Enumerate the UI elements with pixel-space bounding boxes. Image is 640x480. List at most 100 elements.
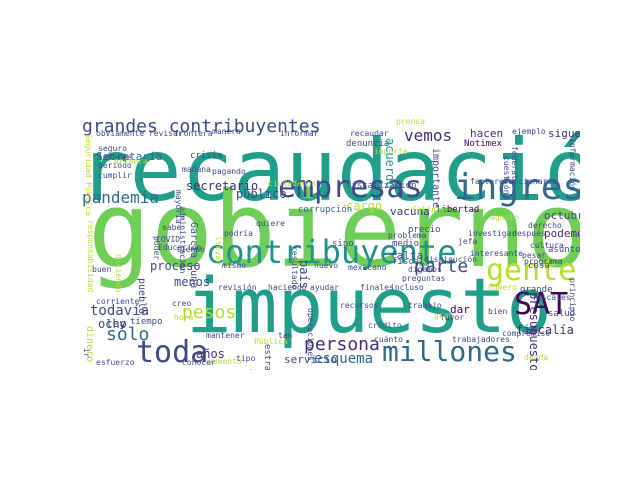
cloud-word: pandemia [82, 188, 160, 207]
cloud-word: millones [382, 335, 517, 368]
cloud-word: haciendo [268, 283, 307, 292]
cloud-word: ir [82, 348, 91, 358]
cloud-word: jefa [458, 237, 478, 246]
cloud-word: cuánto [374, 335, 403, 344]
cloud-word: años [196, 347, 225, 361]
cloud-word: importe [374, 147, 408, 156]
cloud-word: crédito [368, 321, 402, 330]
cloud-word: ciudadanos [268, 179, 317, 188]
word-cloud: recaudacióngobiernoimpuesto ingreso contri… [78, 118, 580, 370]
cloud-word: podría [224, 229, 253, 238]
cloud-word: crisis [190, 151, 223, 161]
cloud-word: mantener [206, 331, 245, 340]
cloud-word: esquema [314, 351, 374, 367]
cloud-word: García Luna [188, 222, 199, 289]
cloud-word: finales [360, 283, 394, 292]
cloud-word: ingreso [454, 167, 580, 208]
cloud-word: informe [98, 153, 132, 162]
cloud-word: revisión [218, 283, 257, 292]
cloud-word: dar [450, 303, 470, 316]
cloud-word: hacen [470, 127, 504, 140]
cloud-word: incluso [390, 283, 424, 292]
cloud-word: importante [430, 148, 441, 209]
cloud-word: impuesto [186, 261, 553, 350]
cloud-word: pesar [522, 251, 547, 260]
cloud-word: tipo [236, 354, 256, 363]
cloud-word: tiempo [130, 317, 163, 327]
cloud-word: mayoría [174, 190, 183, 224]
cloud-word: pesos [182, 302, 237, 323]
cloud-word: cosa [528, 261, 550, 271]
cloud-word: corriente [96, 297, 140, 306]
cloud-word: salud [548, 309, 576, 319]
cloud-word: toda [136, 335, 209, 370]
cloud-word: servicio [284, 353, 337, 366]
cloud-word: contribuyente [206, 233, 457, 271]
cloud-word: buen [92, 265, 112, 274]
cloud-word: poder [152, 236, 161, 261]
cloud-word: mañana [182, 165, 211, 174]
cloud-word: secretario [186, 179, 259, 193]
cloud-word: denuncia [346, 139, 390, 149]
cloud-word: interesante [470, 249, 523, 258]
cloud-word: quiere [256, 219, 285, 228]
cloud-word: tiempo [176, 245, 205, 254]
cloud-word: problema [388, 231, 427, 240]
cloud-word: Secretaría [96, 150, 163, 163]
cloud-word: corrupción [298, 205, 353, 215]
cloud-word: parte [414, 256, 469, 277]
cloud-word: nuevo [314, 261, 339, 270]
cloud-word: funcionario [504, 177, 557, 186]
cloud-word: ley [106, 317, 126, 330]
cloud-word: deuda [524, 353, 549, 362]
cloud-word: sólo [106, 324, 150, 345]
cloud-word: cargo [346, 199, 383, 213]
cloud-word: grandes contribuyentes [82, 118, 321, 137]
cloud-word: disminución [424, 255, 477, 264]
cloud-word: hora [174, 313, 194, 322]
cloud-word: libertad [436, 205, 480, 215]
cloud-word: empresas [278, 170, 423, 205]
cloud-word: mismo [222, 261, 247, 270]
cloud-word: favor [440, 313, 465, 322]
cloud-word: falta [390, 249, 424, 262]
cloud-word: dígamos [408, 265, 442, 274]
cloud-word: recaudar [350, 129, 389, 138]
cloud-word: frontera [174, 129, 213, 138]
cloud-word: recaudación [78, 121, 580, 221]
cloud-word: proceso [150, 259, 201, 273]
cloud-word: fiscalía [516, 323, 574, 337]
cloud-word: sabe [162, 223, 182, 232]
cloud-word: información [568, 138, 577, 191]
cloud-word: persona [304, 334, 380, 355]
cloud-word: público [236, 187, 287, 201]
cloud-word: estrategia [262, 344, 272, 370]
cloud-word: vemos [404, 126, 453, 145]
cloud-word: llevar [214, 236, 223, 265]
cloud-word: Pública [254, 337, 288, 346]
cloud-word: informar [280, 129, 319, 138]
cloud-word: menos [174, 275, 211, 289]
cloud-word: creo [172, 299, 192, 308]
cloud-word: SAT [514, 287, 569, 322]
cloud-word: bien [488, 307, 508, 316]
cloud-word: tan [278, 331, 293, 340]
cloud-word: medio [392, 239, 420, 249]
cloud-word: podemos [544, 227, 580, 240]
cloud-word: compromiso [502, 329, 551, 338]
cloud-word: cuestión [502, 156, 511, 195]
cloud-word: vacuna [390, 205, 430, 218]
cloud-word: seguro [98, 144, 127, 153]
cloud-word: Seguridad Pública [84, 134, 93, 216]
cloud-word: Educación [158, 243, 202, 252]
cloud-word: cultura [530, 241, 564, 250]
cloud-word: obviamente revisar [96, 129, 183, 138]
cloud-word: ayudar [310, 283, 339, 292]
cloud-word: responsabilidad [86, 220, 95, 293]
cloud-word: número [488, 283, 517, 292]
cloud-word: preguntas [402, 274, 446, 283]
cloud-word: gran [434, 311, 454, 320]
cloud-word: cumplir [98, 171, 132, 180]
cloud-word: agosto [490, 213, 519, 222]
cloud-word: grande [520, 285, 553, 295]
